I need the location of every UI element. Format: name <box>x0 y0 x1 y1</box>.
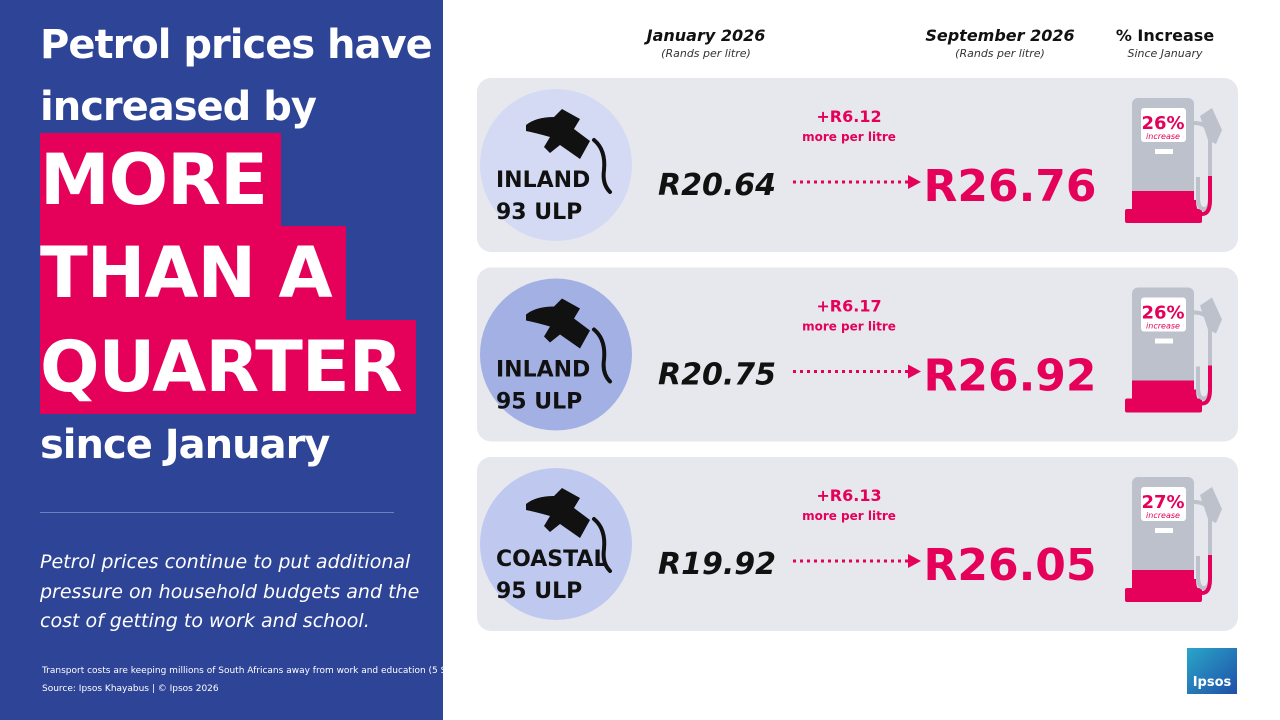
column-title: % Increase <box>1115 26 1215 45</box>
nozzle-icon <box>526 109 590 159</box>
footnote: Source: Ipsos Khayabus | © Ipsos 2026 <box>42 684 219 694</box>
grade-circle <box>480 89 632 241</box>
pump-hose-tip <box>1192 365 1212 406</box>
increase-percent: 27% <box>1141 492 1184 513</box>
pump-window <box>1141 487 1186 521</box>
price-change: +R6.13 <box>816 486 881 505</box>
column-subtitle: (Rands per litre) <box>955 47 1045 60</box>
pump-slot <box>1155 338 1173 344</box>
january-price: R20.75 <box>658 358 776 393</box>
row-card <box>477 267 1238 442</box>
pump-hose-tip <box>1192 555 1212 596</box>
left-panel: Petrol prices have increased by MORE THA… <box>0 0 443 720</box>
nozzle-hose <box>592 327 612 384</box>
price-row: INLAND 93 ULP R20.64 +R6.12 more per litre R2… <box>477 78 1238 252</box>
grade-circle <box>480 468 632 620</box>
increase-percent: 26% <box>1141 303 1184 324</box>
pump-window <box>1141 108 1186 142</box>
january-price: R20.64 <box>658 168 776 203</box>
price-change-note: more per litre <box>802 509 896 523</box>
price-row: COASTAL 95 ULP R19.92 +R6.13 more per litre R… <box>477 457 1238 631</box>
logo-box <box>1187 648 1237 694</box>
column-title: January 2026 <box>646 26 766 45</box>
column-header: % Increase Since January <box>1055 26 1275 60</box>
grade-label: 95 ULP <box>496 579 582 604</box>
column-header: September 2026 (Rands per litre) <box>890 26 1110 60</box>
headline-highlight: THAN A <box>40 226 346 320</box>
row-card <box>477 457 1238 631</box>
footnote: Transport costs are keeping millions of … <box>42 666 520 676</box>
price-change-note: more per litre <box>802 320 896 334</box>
nozzle-hose <box>592 517 612 573</box>
grade-label: COASTAL <box>496 547 607 572</box>
grade-label: 95 ULP <box>496 390 582 415</box>
pump-base <box>1125 588 1202 602</box>
logo-text: Ipsos <box>1193 675 1232 690</box>
pump-window <box>1141 297 1186 332</box>
headline-line: Petrol prices have <box>40 22 433 68</box>
pump-slot <box>1155 528 1173 533</box>
nozzle-icon <box>526 488 590 538</box>
pump-nozzle <box>1200 297 1222 334</box>
pump-base <box>1125 398 1202 413</box>
nozzle-icon <box>526 298 590 349</box>
increase-note: increase <box>1146 132 1180 141</box>
arrow-head <box>908 175 921 189</box>
pump-nozzle <box>1200 108 1222 144</box>
september-price: R26.05 <box>923 540 1096 591</box>
september-price: R26.76 <box>923 161 1096 212</box>
headline-line: increased by <box>40 84 317 130</box>
divider <box>40 512 394 513</box>
pump-slot <box>1155 149 1173 154</box>
column-subtitle: (Rands per litre) <box>661 47 751 60</box>
column-subtitle: Since January <box>1127 47 1203 60</box>
increase-note: increase <box>1146 322 1180 331</box>
headline-highlight: MORE <box>40 133 281 227</box>
grade-label: 93 ULP <box>496 200 582 225</box>
price-change: +R6.12 <box>816 107 881 126</box>
headline-highlight: QUARTER <box>40 320 416 414</box>
price-change: +R6.17 <box>816 297 881 316</box>
arrow-head <box>908 554 921 568</box>
price-change-note: more per litre <box>802 130 896 144</box>
row-card <box>477 78 1238 252</box>
grade-circle <box>480 278 632 431</box>
increase-note: increase <box>1146 511 1180 520</box>
column-header: January 2026 (Rands per litre) <box>596 26 816 60</box>
september-price: R26.92 <box>923 351 1096 402</box>
body-text: Petrol prices continue to put additional… <box>40 551 420 632</box>
pump-nozzle <box>1200 487 1222 523</box>
headline-line: since January <box>40 422 330 468</box>
arrow-head <box>908 364 921 379</box>
increase-percent: 26% <box>1141 113 1184 134</box>
price-row: INLAND 95 ULP R20.75 +R6.17 more per litre R2… <box>477 267 1238 442</box>
grade-label: INLAND <box>496 358 590 383</box>
pump-hose-tip <box>1192 176 1212 217</box>
grade-label: INLAND <box>496 168 590 193</box>
nozzle-hose <box>592 138 612 194</box>
column-title: September 2026 <box>925 26 1075 45</box>
january-price: R19.92 <box>658 547 776 582</box>
pump-base <box>1125 209 1202 223</box>
